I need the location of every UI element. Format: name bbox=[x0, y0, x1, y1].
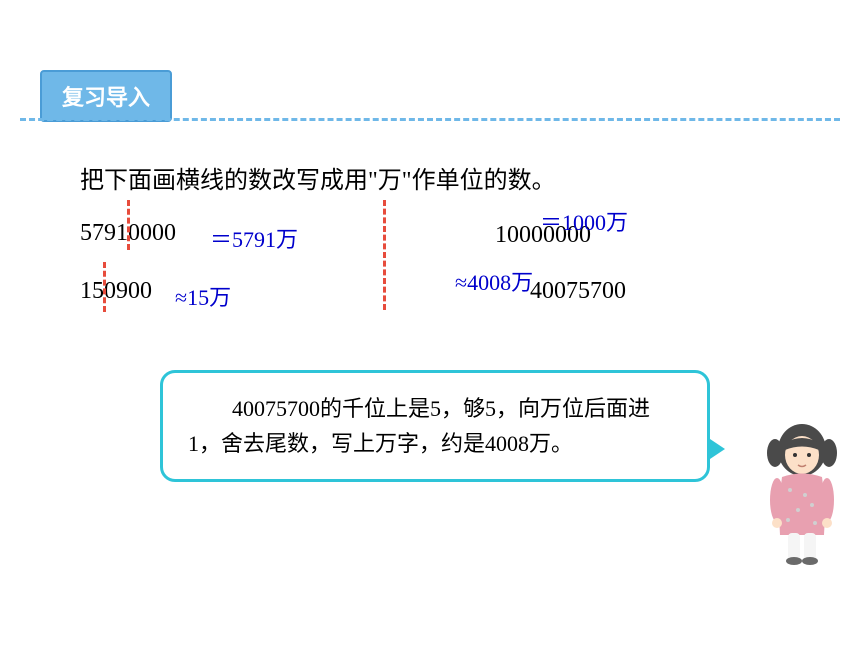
red-marker-2 bbox=[103, 262, 106, 312]
girl-character-icon bbox=[750, 415, 855, 565]
problem-1-answer: ＝5791万 bbox=[210, 222, 298, 254]
explanation-callout: 40075700的千位上是5，够5，向万位后面进1，舍去尾数，写上万字，约是40… bbox=[160, 370, 710, 482]
problem-4-number: 40075700 bbox=[530, 278, 626, 305]
section-header-badge: 复习导入 bbox=[40, 70, 172, 122]
problem-2-answer: ＝1000万 bbox=[540, 205, 628, 237]
red-marker-1 bbox=[127, 200, 130, 250]
header-divider bbox=[20, 118, 840, 121]
section-title: 复习导入 bbox=[62, 85, 150, 110]
problem-3-answer: ≈15万 bbox=[175, 280, 231, 312]
problem-3-number: 150900 bbox=[80, 278, 152, 305]
instruction-text: 把下面画横线的数改写成用"万"作单位的数。 bbox=[80, 160, 556, 195]
problem-4-answer: ≈4008万 bbox=[455, 265, 533, 297]
red-marker-center bbox=[383, 200, 386, 310]
explanation-text: 40075700的千位上是5，够5，向万位后面进1，舍去尾数，写上万字，约是40… bbox=[188, 396, 650, 456]
